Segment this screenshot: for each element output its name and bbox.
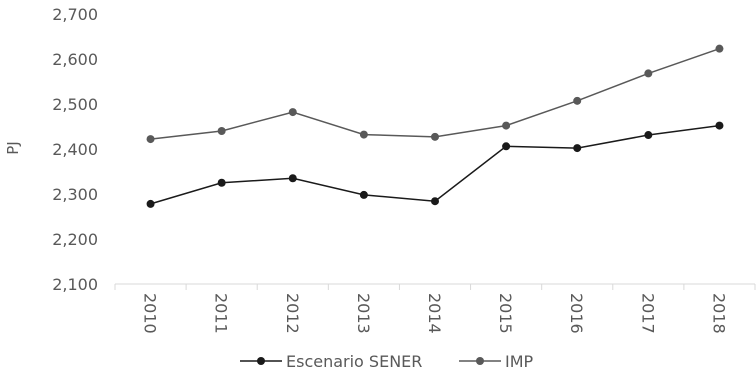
x-tick-label: 2015 xyxy=(496,293,515,334)
data-point xyxy=(502,121,511,130)
data-point xyxy=(217,178,226,187)
data-point xyxy=(644,131,653,140)
x-tick-label: 2012 xyxy=(283,293,302,334)
y-tick-label: 2,700 xyxy=(52,5,98,24)
y-tick-label: 2,400 xyxy=(52,140,98,159)
data-point xyxy=(288,108,297,117)
data-point xyxy=(146,199,155,208)
x-tick-label: 2016 xyxy=(567,293,586,334)
legend: Escenario SENER IMP xyxy=(240,352,534,371)
x-tick-label: 2017 xyxy=(638,293,657,334)
x-tick-label: 2010 xyxy=(141,293,160,334)
y-axis-ticks: 2,100 2,200 2,300 2,400 2,500 2,600 2,700 xyxy=(52,5,98,294)
legend-marker xyxy=(257,357,265,365)
series-line xyxy=(150,47,720,140)
x-tick-label: 2011 xyxy=(212,293,231,334)
data-point xyxy=(146,135,155,144)
y-axis-label: PJ xyxy=(4,141,22,154)
y-tick-label: 2,100 xyxy=(52,275,98,294)
x-tick-label: 2018 xyxy=(709,293,728,334)
data-point xyxy=(288,174,297,183)
y-tick-label: 2,600 xyxy=(52,50,98,69)
data-point xyxy=(715,121,724,130)
data-point xyxy=(431,132,439,141)
x-axis-ticks: 2010 2011 2012 2013 2014 2015 2016 2017 2018 xyxy=(114,284,756,334)
data-point xyxy=(715,44,724,53)
data-point xyxy=(359,190,368,199)
y-tick-label: 2,500 xyxy=(52,95,98,114)
legend-label: IMP xyxy=(505,352,534,371)
data-point xyxy=(573,144,582,153)
y-tick-label: 2,200 xyxy=(52,230,98,249)
data-point xyxy=(431,197,439,206)
series-group xyxy=(146,44,724,208)
data-point xyxy=(359,130,368,139)
data-point xyxy=(502,142,511,151)
legend-label: Escenario SENER xyxy=(286,352,422,371)
x-tick-label: 2013 xyxy=(354,293,373,334)
y-tick-label: 2,300 xyxy=(52,185,98,204)
data-point xyxy=(573,96,582,105)
data-point xyxy=(644,69,653,78)
legend-marker xyxy=(476,357,484,365)
data-point xyxy=(217,127,226,135)
x-tick-label: 2014 xyxy=(425,293,444,334)
